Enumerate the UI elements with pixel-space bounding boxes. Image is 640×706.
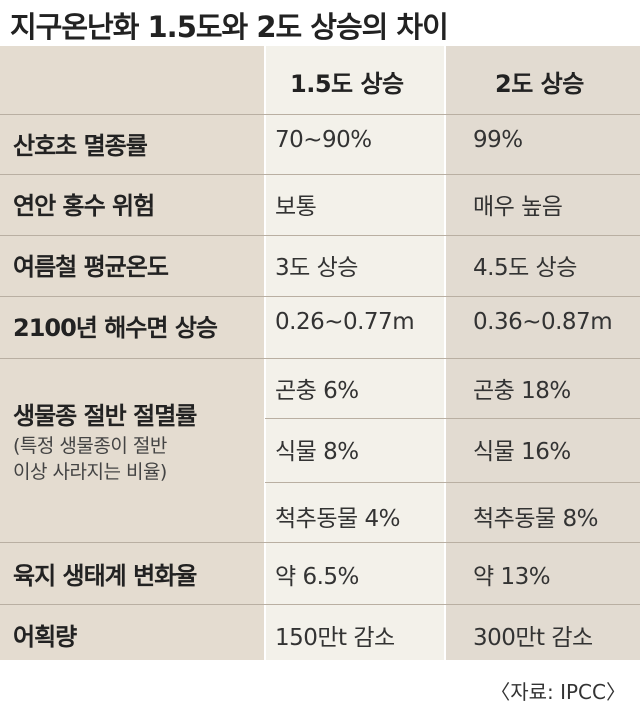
row-divider: [0, 235, 640, 236]
label-column: [0, 46, 265, 660]
cell-sealevel-1-5: 0.26~0.77m: [275, 309, 415, 335]
row-divider: [0, 542, 640, 543]
row-divider: [0, 114, 640, 115]
cell-plants-1-5: 식물 8%: [275, 439, 359, 465]
cell-coral-1-5: 70~90%: [275, 127, 372, 153]
sub-row-divider: [265, 418, 640, 419]
row-label-fishery: 어획량: [13, 623, 77, 651]
cell-land-2: 약 13%: [473, 564, 551, 590]
cell-plants-2: 식물 16%: [473, 439, 571, 465]
row-divider: [0, 604, 640, 605]
cell-summer-1-5: 3도 상승: [275, 255, 358, 281]
page-title: 지구온난화 1.5도와 2도 상승의 차이: [10, 10, 449, 44]
sub-row-divider: [265, 482, 640, 483]
row-label-flood: 연안 홍수 위험: [13, 192, 155, 220]
row-divider: [0, 296, 640, 297]
cell-insects-1-5: 곤충 6%: [275, 378, 359, 404]
cell-fishery-1-5: 150만t 감소: [275, 625, 395, 651]
cell-coral-2: 99%: [473, 127, 523, 153]
column-divider: [264, 46, 266, 660]
cell-vertebrates-2: 척추동물 8%: [473, 506, 598, 532]
cell-fishery-2: 300만t 감소: [473, 625, 593, 651]
source-note: 〈자료: IPCC〉: [490, 680, 626, 704]
cell-insects-2: 곤충 18%: [473, 378, 571, 404]
species-note-line1: (특정 생물종이 절반: [13, 435, 167, 457]
row-label-species: 생물종 절반 절멸률: [13, 402, 197, 430]
row-label-coral: 산호초 멸종률: [13, 132, 148, 160]
column-1-5-degree: [265, 46, 445, 660]
species-note-line2: 이상 사라지는 비율): [13, 461, 167, 483]
row-label-land-ecosystem: 육지 생태계 변화율: [13, 562, 197, 590]
cell-flood-1-5: 보통: [275, 194, 317, 220]
row-label-sea-level: 2100년 해수면 상승: [13, 314, 218, 342]
row-divider: [0, 174, 640, 175]
header-2-degree: 2도 상승: [495, 70, 584, 98]
comparison-table: 1.5도 상승 2도 상승 산호초 멸종률 70~90% 99% 연안 홍수 위…: [0, 46, 640, 660]
cell-sealevel-2: 0.36~0.87m: [473, 309, 613, 335]
cell-land-1-5: 약 6.5%: [275, 564, 359, 590]
row-label-summer-temp: 여름철 평균온도: [13, 253, 169, 281]
cell-vertebrates-1-5: 척추동물 4%: [275, 506, 400, 532]
header-1-5-degree: 1.5도 상승: [290, 70, 404, 98]
column-divider: [444, 46, 446, 660]
cell-flood-2: 매우 높음: [473, 194, 563, 220]
column-2-degree: [445, 46, 640, 660]
cell-summer-2: 4.5도 상승: [473, 255, 577, 281]
row-divider: [0, 358, 640, 359]
